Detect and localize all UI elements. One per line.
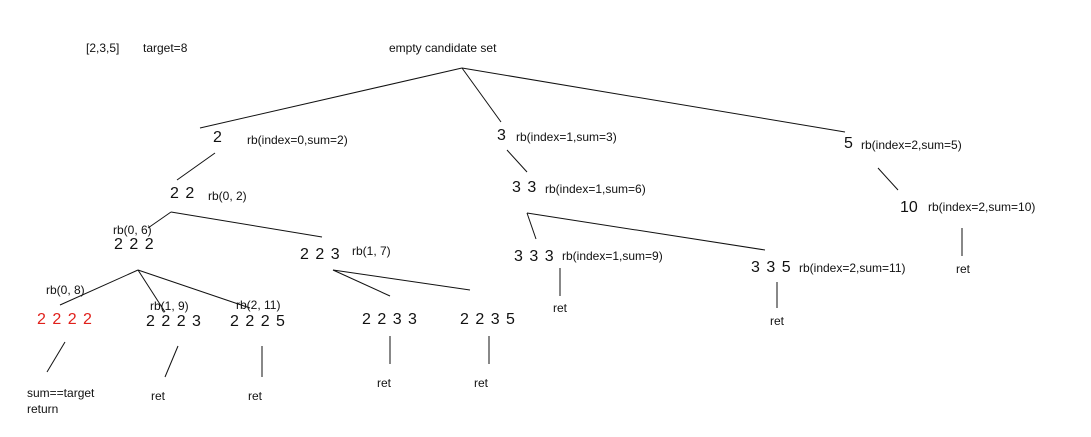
node-33-value: 3 3 — [512, 179, 538, 196]
node-2225-value: 2 2 2 5 — [230, 313, 286, 330]
node-2225-call: rb(2, 11) — [236, 298, 281, 312]
node-2233-ret: ret — [377, 376, 392, 390]
node-2-call: rb(index=0,sum=2) — [247, 133, 348, 147]
edge-root-2 — [199, 67, 463, 129]
target-label: target=8 — [143, 41, 188, 55]
node-222-call: rb(0, 6) — [113, 223, 152, 237]
node-223-call: rb(1, 7) — [352, 244, 391, 258]
node-2235-ret: ret — [474, 376, 489, 390]
node-2222-result-line1: sum==target — [27, 386, 95, 400]
node-333-value: 3 3 3 — [514, 248, 555, 265]
edge-root-3 — [461, 67, 502, 123]
node-2223-ret: ret — [151, 389, 166, 403]
node-5-call: rb(index=2,sum=5) — [861, 138, 962, 152]
node-335-value: 3 3 5 — [751, 259, 792, 276]
edge-2222-result — [46, 341, 66, 373]
node-2235-value: 2 2 3 5 — [460, 311, 516, 328]
node-333-call: rb(index=1,sum=9) — [562, 249, 663, 263]
node-2223-value: 2 2 2 3 — [146, 313, 202, 330]
node-3-call: rb(index=1,sum=3) — [516, 130, 617, 144]
node-222-value: 2 2 2 — [114, 236, 155, 253]
node-333-ret: ret — [553, 301, 568, 315]
edge-22-222 — [147, 211, 172, 229]
node-10-value: 10 — [900, 199, 918, 216]
edge-5-10 — [877, 167, 899, 191]
root-node-label: empty candidate set — [389, 41, 497, 55]
node-10-ret: ret — [956, 262, 971, 276]
node-10-call: rb(index=2,sum=10) — [928, 200, 1036, 214]
node-33-call: rb(index=1,sum=6) — [545, 182, 646, 196]
edge-223-2233 — [332, 269, 391, 297]
edge-33-335 — [526, 212, 766, 251]
edge-222-2225 — [137, 269, 251, 309]
node-335-call: rb(index=2,sum=11) — [799, 261, 906, 275]
edge-2223-ret — [164, 345, 179, 378]
edge-22-223 — [170, 211, 323, 238]
edge-33-333 — [526, 212, 537, 240]
node-223-value: 2 2 3 — [300, 246, 341, 263]
node-2222-value: 2 2 2 2 — [37, 311, 93, 328]
edge-223-2235 — [332, 269, 471, 291]
node-2222-call: rb(0, 8) — [46, 283, 85, 297]
node-2225-ret: ret — [248, 389, 263, 403]
edge-3-33 — [506, 149, 528, 173]
edge-root-5 — [461, 67, 846, 133]
node-22-value: 2 2 — [170, 185, 196, 202]
node-2233-value: 2 2 3 3 — [362, 311, 418, 328]
edge-222-2223 — [137, 269, 166, 313]
input-array-label: [2,3,5] — [86, 41, 120, 55]
node-335-ret: ret — [770, 314, 785, 328]
node-2222-result-line2: return — [27, 402, 59, 416]
node-3-value: 3 — [497, 127, 507, 144]
node-2223-call: rb(1, 9) — [150, 299, 189, 313]
edge-2-22 — [176, 152, 216, 181]
node-2-value: 2 — [213, 129, 223, 146]
node-22-call: rb(0, 2) — [208, 189, 247, 203]
node-5-value: 5 — [844, 135, 854, 152]
edge-222-2222 — [59, 269, 139, 306]
